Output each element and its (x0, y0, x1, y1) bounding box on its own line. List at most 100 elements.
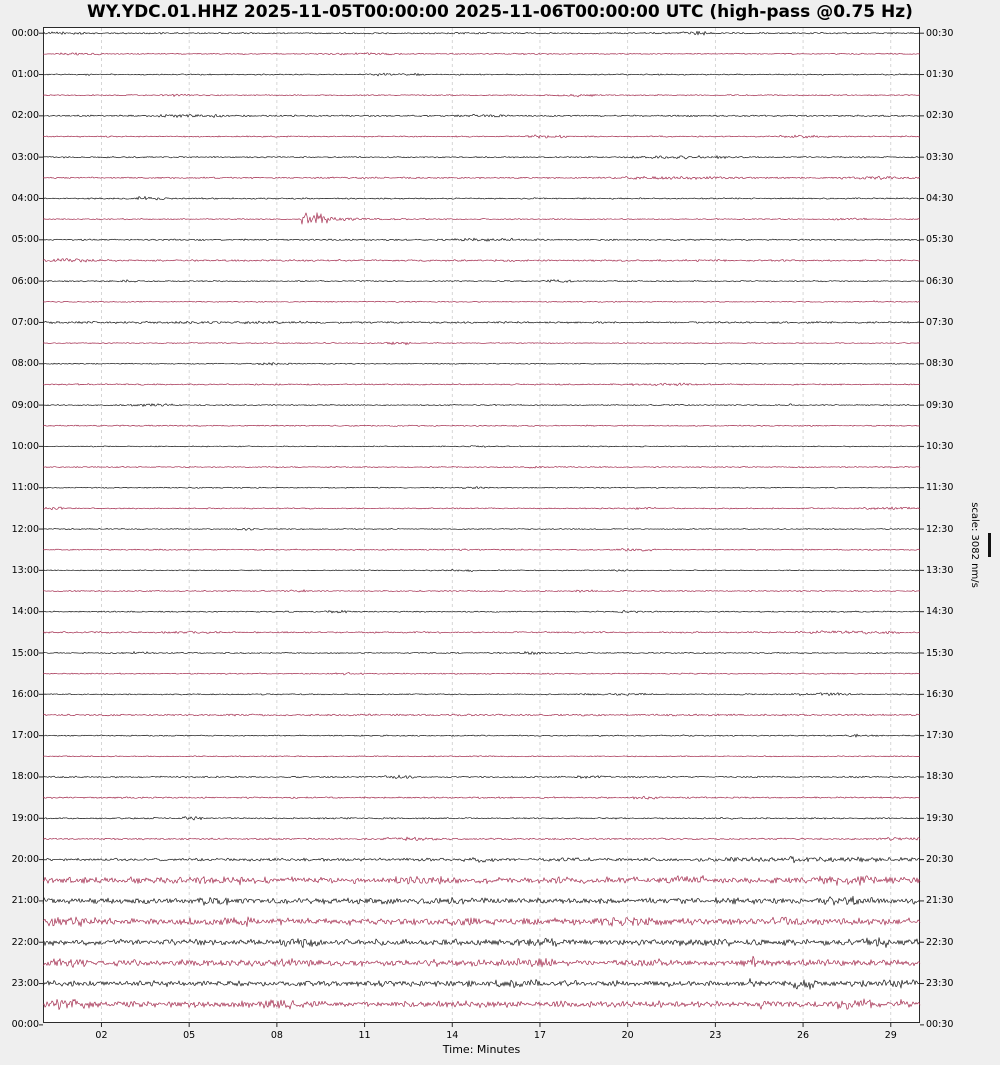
trace-row-1000 (42, 445, 920, 448)
trace-row-0600 (42, 279, 921, 283)
trace-row-0030 (42, 52, 921, 56)
hour-label-left: 09:00 (11, 399, 39, 411)
trace-row-1900 (42, 816, 921, 821)
hour-label-left: 20:00 (11, 854, 39, 866)
hour-label-right: 08:30 (926, 358, 954, 370)
minute-tick-label: 14 (446, 1030, 459, 1041)
hour-label-right: 22:30 (926, 936, 954, 948)
hour-label-right: 03:30 (926, 151, 954, 163)
trace-row-1300 (42, 568, 921, 573)
hour-label-left: 12:00 (11, 523, 39, 535)
hour-label-left: 04:00 (11, 192, 39, 204)
minute-tick-label: 17 (533, 1030, 546, 1041)
scale-bar (988, 533, 991, 557)
trace-row-0430 (42, 212, 921, 225)
trace-row-1400 (42, 609, 921, 614)
hour-label-right: 00:30 (926, 1019, 954, 1031)
trace-row-0900 (42, 403, 921, 407)
hour-label-right: 14:30 (926, 606, 954, 618)
trace-row-1600 (42, 692, 921, 696)
hour-label-right: 10:30 (926, 440, 954, 452)
trace-row-0700 (43, 320, 921, 325)
hour-label-left: 16:00 (11, 688, 39, 700)
trace-row-0400 (42, 196, 921, 201)
trace-row-2230 (42, 955, 921, 968)
hour-label-left: 11:00 (11, 482, 39, 494)
hour-label-right: 02:30 (926, 110, 954, 122)
hour-label-right: 04:30 (926, 192, 954, 204)
trace-row-1700 (42, 733, 921, 738)
trace-row-0630 (42, 300, 921, 303)
trace-row-1500 (42, 651, 921, 655)
minute-tick-label: 08 (270, 1030, 283, 1041)
trace-row-0930 (42, 424, 921, 427)
helicorder-plot (39, 27, 924, 1027)
trace-row-0500 (42, 237, 921, 242)
hour-label-right: 00:30 (926, 27, 954, 39)
hour-label-left: 19:00 (11, 812, 39, 824)
plot-title: WY.YDC.01.HHZ 2025-11-05T00:00:00 2025-1… (87, 2, 913, 22)
trace-row-2130 (42, 916, 921, 927)
minute-tick-label: 26 (797, 1030, 810, 1041)
hour-label-right: 21:30 (926, 895, 954, 907)
scale-label: scale: 3082 nm/s (969, 502, 980, 588)
plot-frame (43, 27, 920, 1023)
trace-row-1630 (43, 713, 921, 717)
trace-row-0830 (42, 382, 921, 387)
trace-row-1730 (42, 755, 921, 758)
trace-row-0330 (42, 175, 920, 180)
minute-tick-label: 29 (884, 1030, 897, 1041)
trace-row-1100 (42, 486, 921, 489)
minute-tick-label: 20 (621, 1030, 634, 1041)
hour-label-right: 20:30 (926, 854, 954, 866)
minute-tick-label: 23 (709, 1030, 722, 1041)
trace-row-1230 (42, 548, 921, 552)
hour-label-left: 01:00 (11, 69, 39, 81)
hour-label-right: 05:30 (926, 234, 954, 246)
trace-row-2030 (42, 875, 921, 886)
hour-label-left: 13:00 (11, 564, 39, 576)
trace-row-0300 (42, 155, 921, 160)
hour-label-left: 17:00 (11, 730, 39, 742)
trace-row-0530 (42, 258, 921, 263)
trace-row-0230 (42, 134, 921, 139)
trace-row-1130 (42, 506, 921, 511)
hour-label-right: 23:30 (926, 978, 954, 990)
hour-label-left: 07:00 (11, 316, 39, 328)
hour-label-right: 12:30 (926, 523, 954, 535)
trace-row-0130 (42, 93, 921, 98)
hour-label-left: 00:00 (11, 27, 39, 39)
hour-label-left: 22:00 (11, 936, 39, 948)
trace-row-2000 (42, 855, 921, 864)
hour-label-left: 14:00 (11, 606, 39, 618)
trace-row-1430 (42, 630, 921, 635)
trace-row-2300 (42, 978, 921, 990)
hour-label-left: 00:00 (11, 1019, 39, 1031)
trace-row-2330 (42, 998, 921, 1010)
hour-label-right: 19:30 (926, 812, 954, 824)
hour-label-left: 03:00 (11, 151, 39, 163)
trace-row-0730 (42, 341, 921, 346)
hour-label-left: 10:00 (11, 440, 39, 452)
hour-label-right: 18:30 (926, 771, 954, 783)
trace-row-1930 (42, 836, 921, 841)
hour-label-right: 13:30 (926, 564, 954, 576)
x-axis-label: Time: Minutes (442, 1043, 521, 1056)
hour-label-left: 02:00 (11, 110, 39, 122)
hour-label-right: 15:30 (926, 647, 954, 659)
hour-label-right: 07:30 (926, 316, 954, 328)
hour-label-right: 01:30 (926, 69, 954, 81)
hour-label-left: 18:00 (11, 771, 39, 783)
trace-row-2200 (42, 937, 921, 949)
trace-row-1530 (42, 672, 921, 676)
trace-row-1030 (42, 465, 921, 469)
hour-label-right: 17:30 (926, 730, 954, 742)
hour-label-right: 06:30 (926, 275, 954, 287)
trace-row-1800 (42, 774, 921, 779)
trace-row-2100 (42, 895, 921, 906)
trace-row-0800 (42, 362, 921, 366)
minute-tick-label: 02 (95, 1030, 108, 1041)
trace-row-1830 (42, 795, 921, 800)
trace-row-1200 (42, 527, 921, 531)
minute-tick-label: 05 (183, 1030, 196, 1041)
